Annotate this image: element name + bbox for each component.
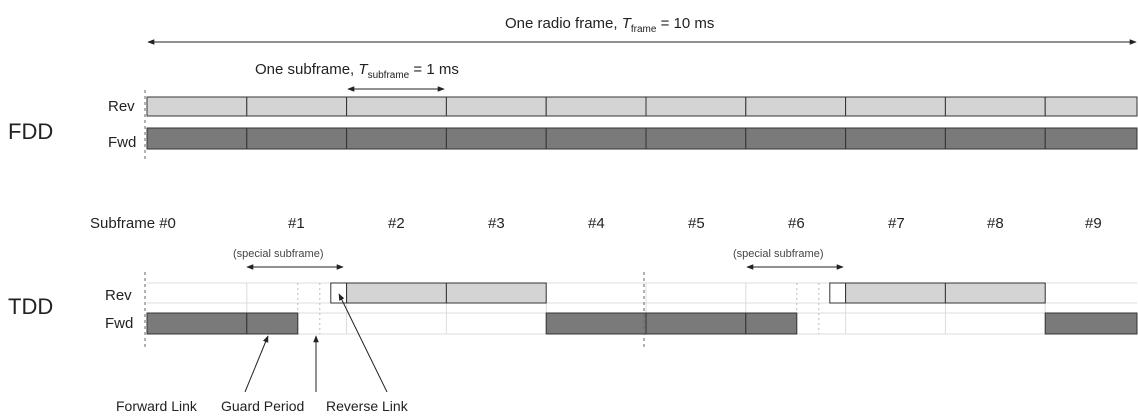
tdd-blocks (146, 282, 1138, 335)
tdd-rev-subframe-2 (346, 282, 447, 304)
fdd-fwd-subframe (346, 127, 447, 150)
radio-frame-label: One radio frame, Tframe = 10 ms (505, 15, 714, 35)
subframe-number-2: #2 (388, 215, 405, 232)
special-subframe-label-1: (special subframe) (233, 248, 323, 260)
tdd-dwpts-1 (246, 312, 299, 335)
subframe-number-9: #9 (1085, 215, 1102, 232)
tdd-rev-label: Rev (105, 287, 132, 304)
tdd-dwpts-6 (745, 312, 798, 335)
fdd-fwd-subframe (845, 127, 946, 150)
fdd-rev-bar (146, 96, 1138, 117)
subframe-number-8: #8 (987, 215, 1004, 232)
fdd-fwd-bar (146, 127, 1138, 150)
fdd-fwd-subframe (246, 127, 348, 150)
tdd-rev-subframe-7 (845, 282, 946, 304)
tdd-fwd-label: Fwd (105, 315, 133, 332)
fdd-rev-subframe (346, 96, 447, 117)
legend-reverse-link: Reverse Link (326, 398, 409, 414)
fdd-title: FDD (8, 119, 53, 144)
fdd-rev-subframe (545, 96, 647, 117)
subframe-number-3: #3 (488, 215, 505, 232)
subframe-number-5: #5 (688, 215, 705, 232)
fdd-rev-subframe (1044, 96, 1138, 117)
fdd-rev-subframe (845, 96, 946, 117)
legend-forward-link: Forward Link (116, 398, 198, 414)
fdd-fwd-subframe (545, 127, 647, 150)
tdd-rev-subframe-8 (944, 282, 1046, 304)
tdd-fwd-subframe-0 (146, 312, 248, 335)
tdd-fwd-subframe-4 (545, 312, 647, 335)
tdd-uppts-1 (330, 282, 348, 304)
subframe-label: One subframe, Tsubframe = 1 ms (255, 61, 459, 81)
fdd-rev-label: Rev (108, 98, 135, 115)
fdd-fwd-subframe (745, 127, 847, 150)
legend-guard-period: Guard Period (221, 398, 304, 414)
subframe-number-0: Subframe #0 (90, 215, 176, 232)
special-subframe-label-6: (special subframe) (733, 248, 823, 260)
fdd-rev-subframe (645, 96, 747, 117)
fdd-rev-subframe (146, 96, 248, 117)
subframe-number-1: #1 (288, 215, 305, 232)
forward-link-pointer (244, 335, 269, 393)
subframe-number-6: #6 (788, 215, 805, 232)
subframe-number-7: #7 (888, 215, 905, 232)
subframe-numbers: Subframe #0 #1 #2 #3 #4 #5 #6 #7 #8 #9 (90, 215, 1102, 232)
fdd-fwd-subframe (1044, 127, 1138, 150)
tdd-fwd-subframe-9 (1044, 312, 1138, 335)
reverse-link-pointer (338, 293, 388, 393)
tdd-title: TDD (8, 294, 53, 319)
fdd-fwd-subframe (445, 127, 547, 150)
tdd-uppts-6 (829, 282, 847, 304)
fdd-fwd-label: Fwd (108, 134, 136, 151)
fdd-rev-subframe (745, 96, 847, 117)
fdd-rev-subframe (944, 96, 1046, 117)
subframe-number-4: #4 (588, 215, 605, 232)
tdd-rev-subframe-3 (445, 282, 547, 304)
fdd-fwd-subframe (645, 127, 747, 150)
fdd-rev-subframe (246, 96, 348, 117)
tdd-fwd-subframe-5 (645, 312, 747, 335)
fdd-fwd-subframe (146, 127, 248, 150)
fdd-rev-subframe (445, 96, 547, 117)
fdd-fwd-subframe (944, 127, 1046, 150)
